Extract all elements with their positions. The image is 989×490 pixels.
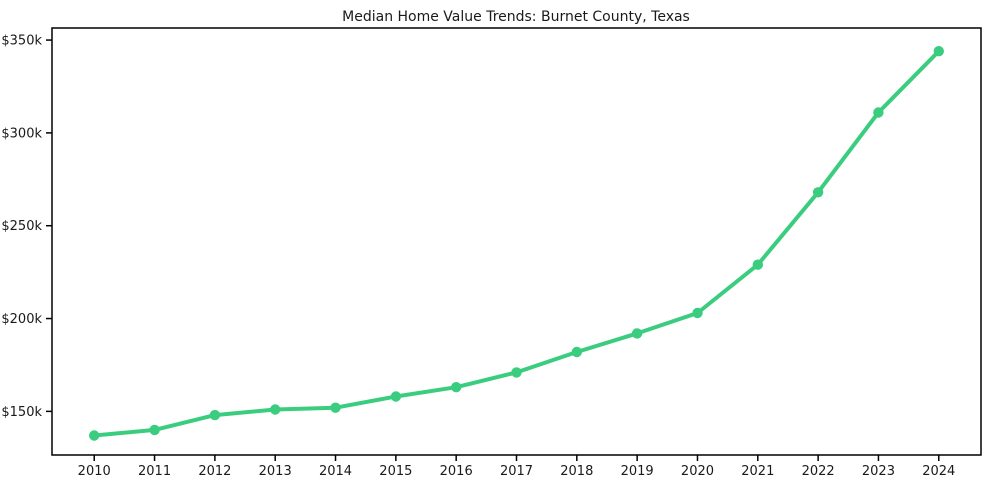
x-tick-label: 2018 — [560, 464, 593, 479]
x-tick-label: 2017 — [500, 464, 533, 479]
y-tick-label: $200k — [1, 312, 42, 327]
chart-title: Median Home Value Trends: Burnet County,… — [342, 9, 690, 25]
x-tick-label: 2022 — [802, 464, 835, 479]
x-tick-label: 2012 — [198, 464, 231, 479]
data-point-2014 — [330, 402, 341, 413]
x-tick-label: 2024 — [922, 464, 955, 479]
data-point-2010 — [89, 430, 100, 441]
x-tick-label: 2011 — [138, 464, 171, 479]
data-point-2023 — [873, 107, 884, 118]
data-point-2024 — [933, 46, 944, 57]
x-tick-label: 2014 — [319, 464, 352, 479]
data-point-2021 — [752, 259, 763, 270]
plot-frame — [51, 27, 982, 456]
plot-area: $150k $200k $250k $300k $350k 2010 2011 2012 201… — [1, 27, 982, 479]
data-point-2017 — [511, 367, 522, 378]
data-point-2015 — [390, 391, 402, 402]
data-point-2020 — [692, 307, 703, 319]
data-point-2019 — [631, 328, 643, 339]
data-point-2018 — [571, 346, 582, 358]
trend-line — [92, 49, 941, 438]
x-tick-label: 2016 — [440, 464, 473, 479]
data-point-2016 — [451, 382, 462, 393]
data-point-2022 — [812, 187, 824, 198]
data-point-2011 — [149, 424, 160, 436]
y-tick-label: $350k — [1, 34, 42, 49]
data-point-2012 — [209, 409, 221, 421]
x-tick-label: 2023 — [862, 464, 895, 479]
x-tick-label: 2021 — [741, 464, 774, 479]
y-tick-label: $300k — [1, 126, 42, 141]
x-tick-label: 2013 — [259, 464, 292, 479]
x-tick-label: 2019 — [621, 464, 654, 479]
y-tick-label: $250k — [1, 219, 42, 234]
y-tick-label: $150k — [1, 405, 42, 420]
x-tick-label: 2020 — [681, 464, 714, 479]
x-tick-label: 2015 — [379, 464, 412, 479]
data-point-2013 — [270, 404, 281, 415]
x-tick-label: 2010 — [78, 464, 111, 479]
